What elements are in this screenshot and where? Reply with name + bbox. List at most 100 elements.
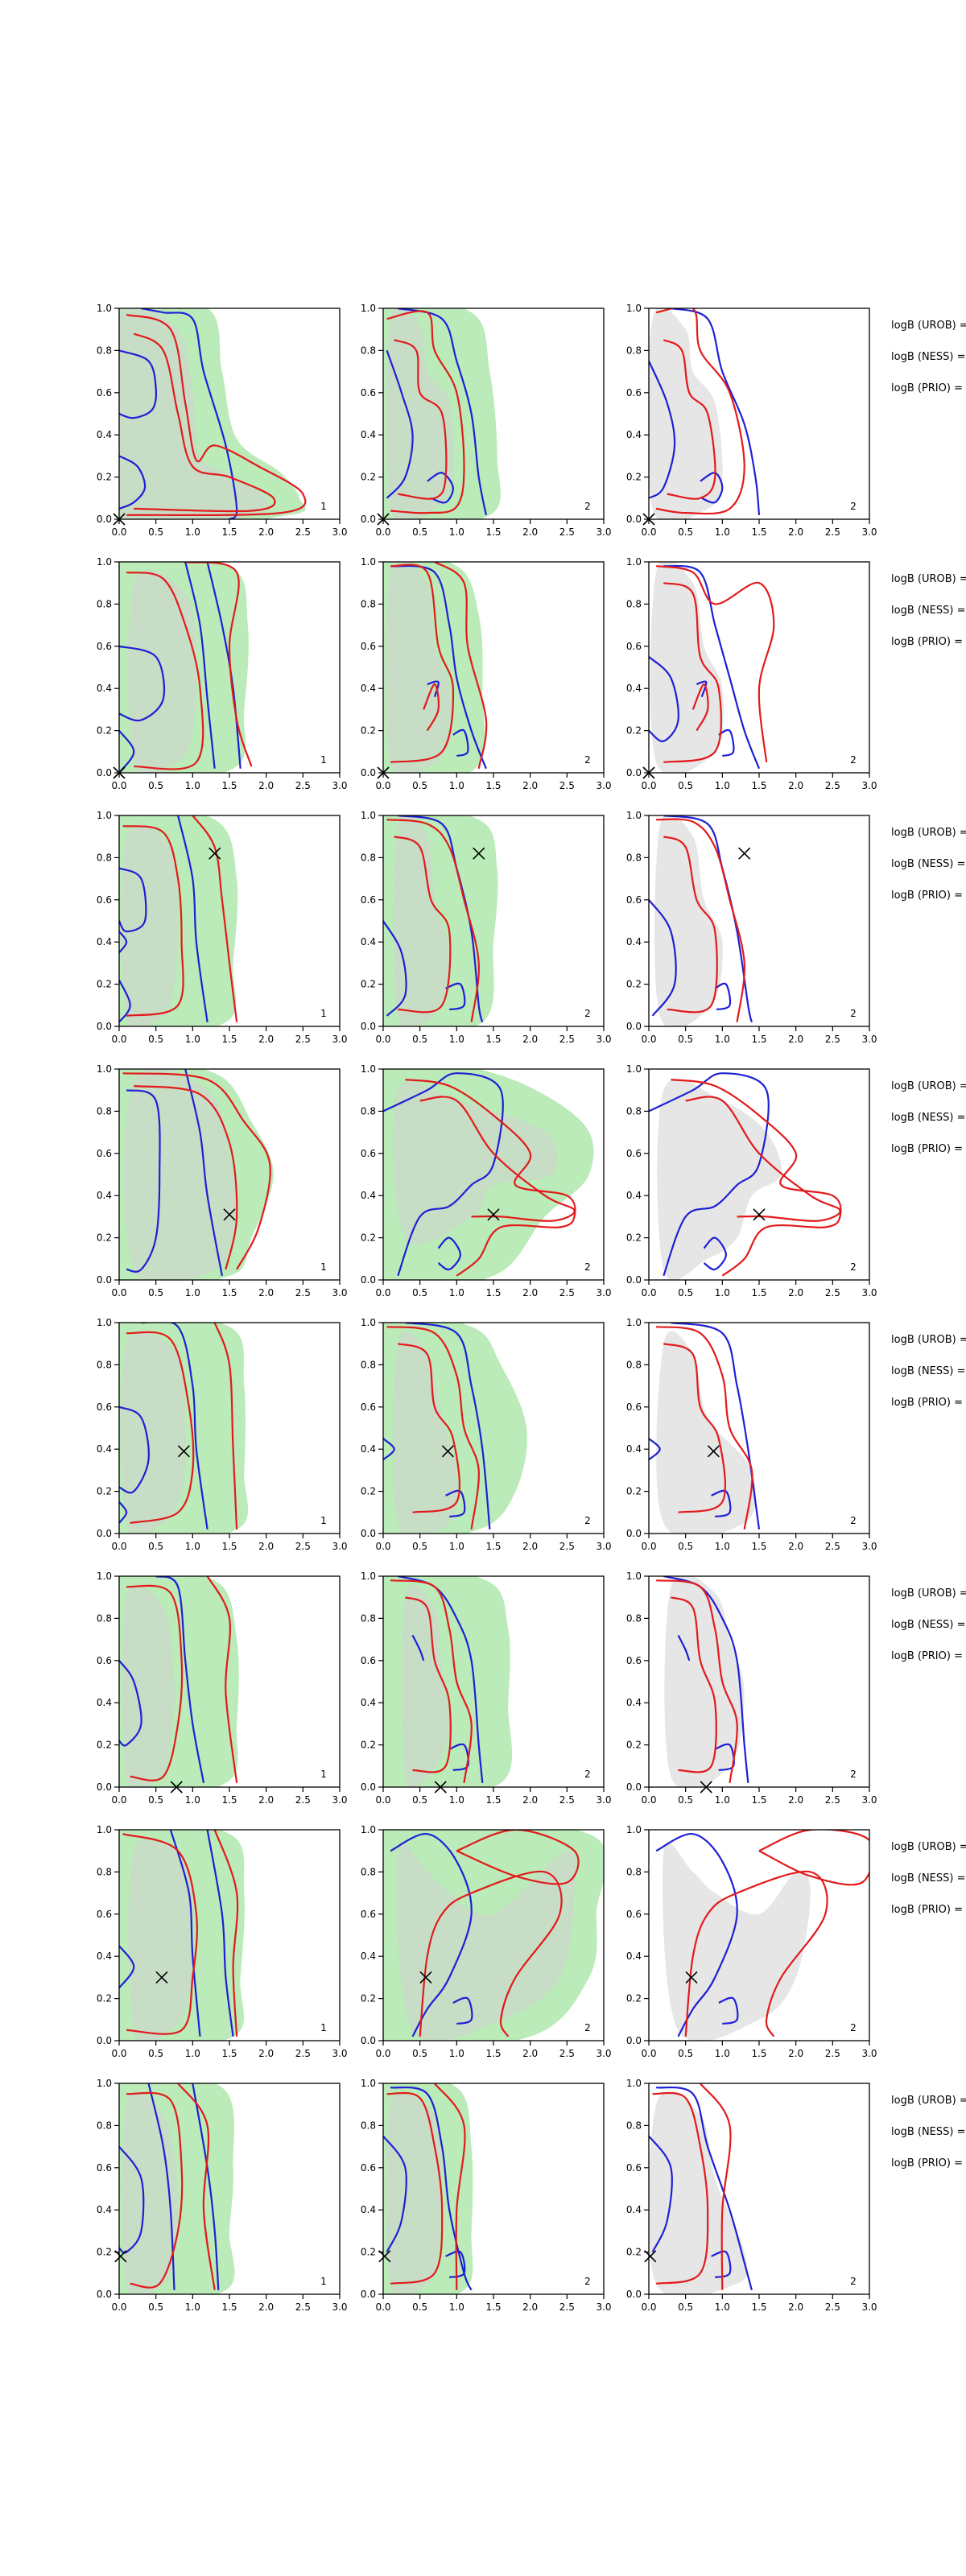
- x-tick-label: 2.5: [825, 1287, 840, 1298]
- x-tick-label: 0.5: [678, 526, 693, 538]
- x-tick-label: 2.0: [522, 1541, 538, 1552]
- x-tick-label: 2.5: [559, 526, 575, 538]
- blue-contour-line: [383, 920, 407, 1017]
- y-tick-label: 0.2: [626, 1993, 642, 2004]
- blue-contour-line: [711, 1489, 732, 1518]
- panel-label: 2: [584, 1008, 591, 1019]
- side-label: logB (NESS) =: [891, 1112, 965, 1124]
- x-tick-label: 2.5: [825, 2048, 840, 2059]
- y-tick-label: 0.2: [361, 1740, 376, 1751]
- x-tick-label: 0.0: [641, 1034, 656, 1045]
- x-tick-label: 3.0: [861, 2048, 877, 2059]
- gray-density-region: [657, 1079, 782, 1280]
- x-tick-label: 3.0: [861, 2301, 877, 2313]
- y-tick-label: 0.2: [626, 1232, 642, 1244]
- red-contour-line: [126, 2091, 184, 2289]
- y-tick-label: 0.0: [626, 1528, 642, 1539]
- blue-contour-line: [390, 1833, 473, 2037]
- plot-area: [649, 562, 775, 773]
- x-tick-label: 0.5: [148, 1287, 163, 1298]
- plot-area: [383, 1576, 513, 1787]
- x-tick-label: 3.0: [332, 2048, 347, 2059]
- x-tick-label: 0.0: [375, 1794, 390, 1806]
- red-contour-line: [663, 1343, 726, 1513]
- x-tick-label: 1.0: [185, 1541, 200, 1552]
- x-tick-label: 0.0: [375, 780, 390, 791]
- plot-area: [655, 1576, 749, 1787]
- x-tick-label: 2.0: [788, 2048, 803, 2059]
- y-tick-label: 0.6: [97, 641, 112, 652]
- y-tick-label: 0.2: [361, 1993, 376, 2004]
- y-tick-label: 0.0: [626, 2289, 642, 2300]
- y-tick-label: 0.4: [626, 936, 642, 947]
- x-tick-label: 1.0: [449, 2048, 464, 2059]
- x-marker: [441, 1445, 454, 1458]
- blue-contour-line: [445, 1489, 466, 1518]
- x-tick-label: 0.5: [412, 2301, 427, 2313]
- side-label: logB (UROB) =: [891, 1587, 966, 1600]
- blue-contour-line: [398, 308, 487, 516]
- y-tick-label: 0.6: [361, 1909, 376, 1920]
- y-tick-label: 0.0: [361, 514, 376, 525]
- x-tick-label: 3.0: [332, 2301, 347, 2313]
- x-tick-label: 0.0: [111, 1034, 126, 1045]
- blue-contour-line: [206, 1830, 234, 2037]
- panel-r4-c2: 0.0 0.5 1.0 1.5 2.0 2.5 3.0 0.0 0.2 0.4 0.6 0.8 1.0 2: [361, 1063, 612, 1298]
- panel-r5-c1: 0.0 0.5 1.0 1.5 2.0 2.5 3.0 0.0 0.2 0.4 0.6 0.8 1.0 1: [97, 1317, 348, 1552]
- y-tick-label: 0.0: [97, 1021, 112, 1032]
- y-tick-label: 0.4: [361, 1951, 376, 1962]
- panel-r3-c2: 0.0 0.5 1.0 1.5 2.0 2.5 3.0 0.0 0.2 0.4 0.6 0.8 1.0 2: [361, 810, 612, 1045]
- x-tick-label: 2.0: [258, 1541, 274, 1552]
- x-tick-label: 2.5: [559, 1287, 575, 1298]
- red-contour-line: [126, 1584, 184, 1781]
- blue-contour-line: [663, 564, 761, 770]
- y-tick-label: 1.0: [97, 1063, 112, 1075]
- x-tick-label: 2.0: [788, 526, 803, 538]
- x-tick-label: 0.0: [111, 1794, 126, 1806]
- red-contour-line: [122, 825, 184, 1017]
- red-contour-line: [652, 2091, 709, 2285]
- panel-r4-c3: 0.0 0.5 1.0 1.5 2.0 2.5 3.0 0.0 0.2 0.4 0.6 0.8 1.0 2: [626, 1063, 877, 1298]
- y-tick-label: 0.2: [97, 725, 112, 737]
- y-tick-label: 0.6: [361, 1655, 376, 1666]
- gray-density-region: [663, 1842, 811, 2041]
- x-tick-label: 2.0: [788, 1034, 803, 1045]
- y-tick-label: 1.0: [626, 2078, 642, 2089]
- red-contour-line: [655, 565, 775, 763]
- x-tick-label: 3.0: [861, 1034, 877, 1045]
- y-tick-label: 0.2: [97, 1232, 112, 1244]
- x-tick-label: 1.0: [185, 2048, 200, 2059]
- side-label: logB (UROB) =: [891, 827, 966, 839]
- x-marker: [155, 1971, 168, 1984]
- y-tick-label: 0.4: [361, 683, 376, 694]
- red-contour-line: [177, 2083, 216, 2290]
- red-contour-line: [126, 1331, 195, 1524]
- y-tick-label: 0.0: [361, 1781, 376, 1793]
- y-tick-label: 0.8: [626, 852, 642, 863]
- y-tick-label: 0.8: [626, 1612, 642, 1624]
- red-contour-line: [699, 2083, 732, 2290]
- x-tick-label: 1.5: [485, 526, 501, 538]
- blue-contour-line: [703, 1236, 728, 1271]
- y-tick-label: 0.2: [626, 472, 642, 483]
- x-tick-label: 2.0: [788, 1541, 803, 1552]
- red-contour-line: [405, 1079, 576, 1277]
- x-tick-label: 0.5: [678, 2301, 693, 2313]
- x-tick-label: 3.0: [332, 526, 347, 538]
- x-tick-label: 1.5: [221, 2301, 237, 2313]
- y-tick-label: 0.6: [626, 641, 642, 652]
- y-tick-label: 0.2: [626, 2247, 642, 2258]
- y-tick-label: 0.4: [97, 1190, 112, 1201]
- panel-r3-c3: 0.0 0.5 1.0 1.5 2.0 2.5 3.0 0.0 0.2 0.4 0.6 0.8 1.0 2: [626, 810, 877, 1045]
- panel-label: 2: [850, 501, 857, 512]
- gray-density-region: [650, 562, 724, 773]
- x-tick-label: 0.5: [148, 1794, 163, 1806]
- gray-density-region: [119, 308, 270, 519]
- panel-label: 2: [584, 2022, 591, 2033]
- gray-density-region: [386, 308, 455, 519]
- y-tick-label: 0.8: [361, 345, 376, 356]
- y-tick-label: 0.2: [626, 1486, 642, 1497]
- blue-contour-line: [386, 350, 414, 499]
- y-tick-label: 0.2: [361, 1232, 376, 1244]
- y-tick-label: 0.6: [626, 2162, 642, 2174]
